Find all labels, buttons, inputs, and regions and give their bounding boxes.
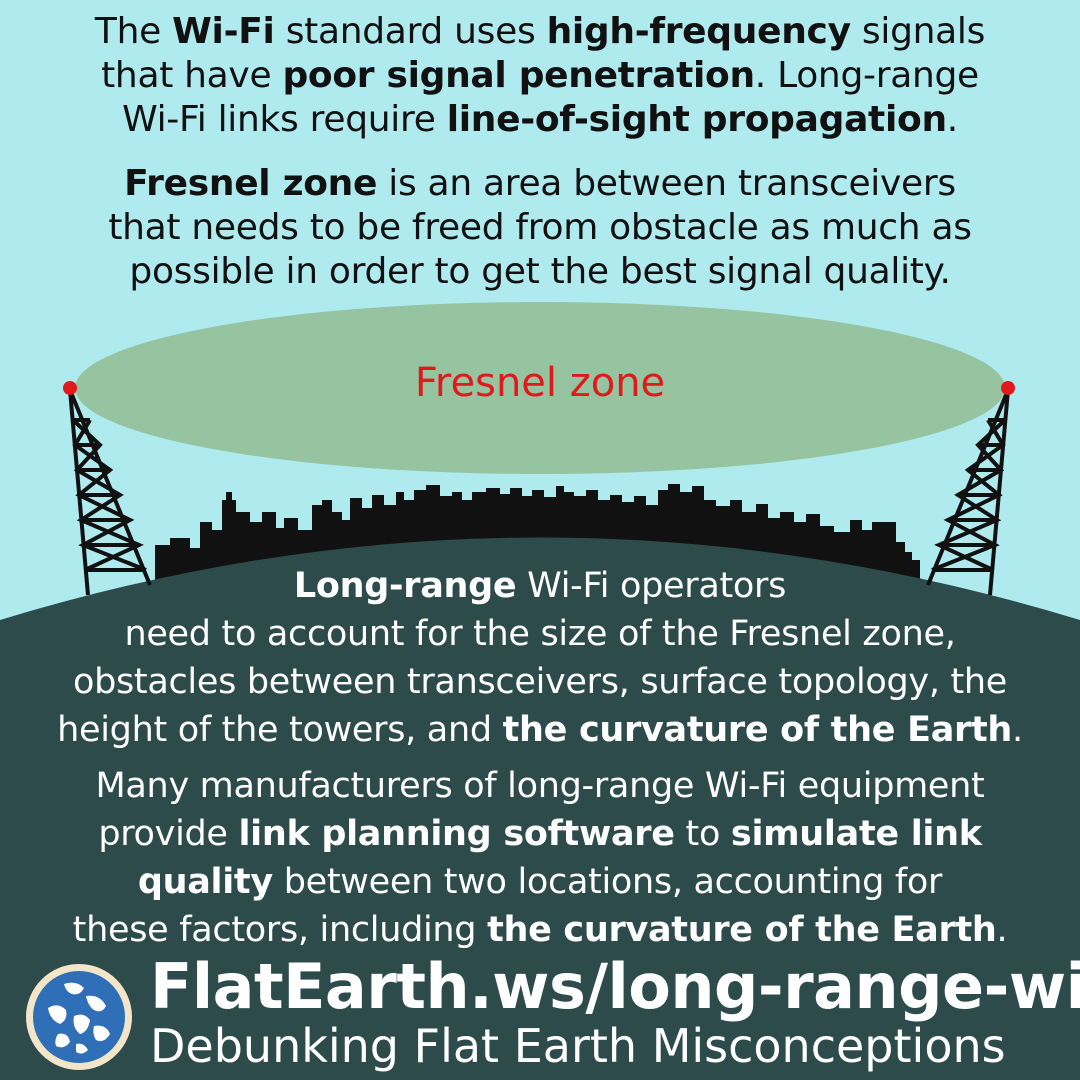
fresnel-zone-label: Fresnel zone bbox=[414, 360, 666, 406]
right-antenna-tip bbox=[1001, 381, 1015, 395]
right-tower bbox=[926, 389, 1010, 596]
fresnel-zone-ellipse bbox=[75, 302, 1005, 474]
globe-logo-icon bbox=[26, 964, 132, 1070]
footer-subtitle: Debunking Flat Earth Misconceptions bbox=[150, 1019, 1006, 1073]
earth-curvature bbox=[0, 537, 1080, 1080]
intro-paragraph: The Wi-Fi standard uses high-frequency s… bbox=[94, 11, 986, 140]
left-tower bbox=[68, 389, 152, 596]
left-antenna-tip bbox=[63, 381, 77, 395]
operators-paragraph: Long-range Wi-Fi operators need to accou… bbox=[57, 566, 1023, 750]
manufacturers-paragraph: Many manufacturers of long-range Wi-Fi e… bbox=[72, 766, 1008, 950]
fresnel-definition-paragraph: Fresnel zone is an area between transcei… bbox=[108, 163, 972, 292]
footer-url: FlatEarth.ws/long-range-wifi bbox=[150, 950, 1080, 1023]
